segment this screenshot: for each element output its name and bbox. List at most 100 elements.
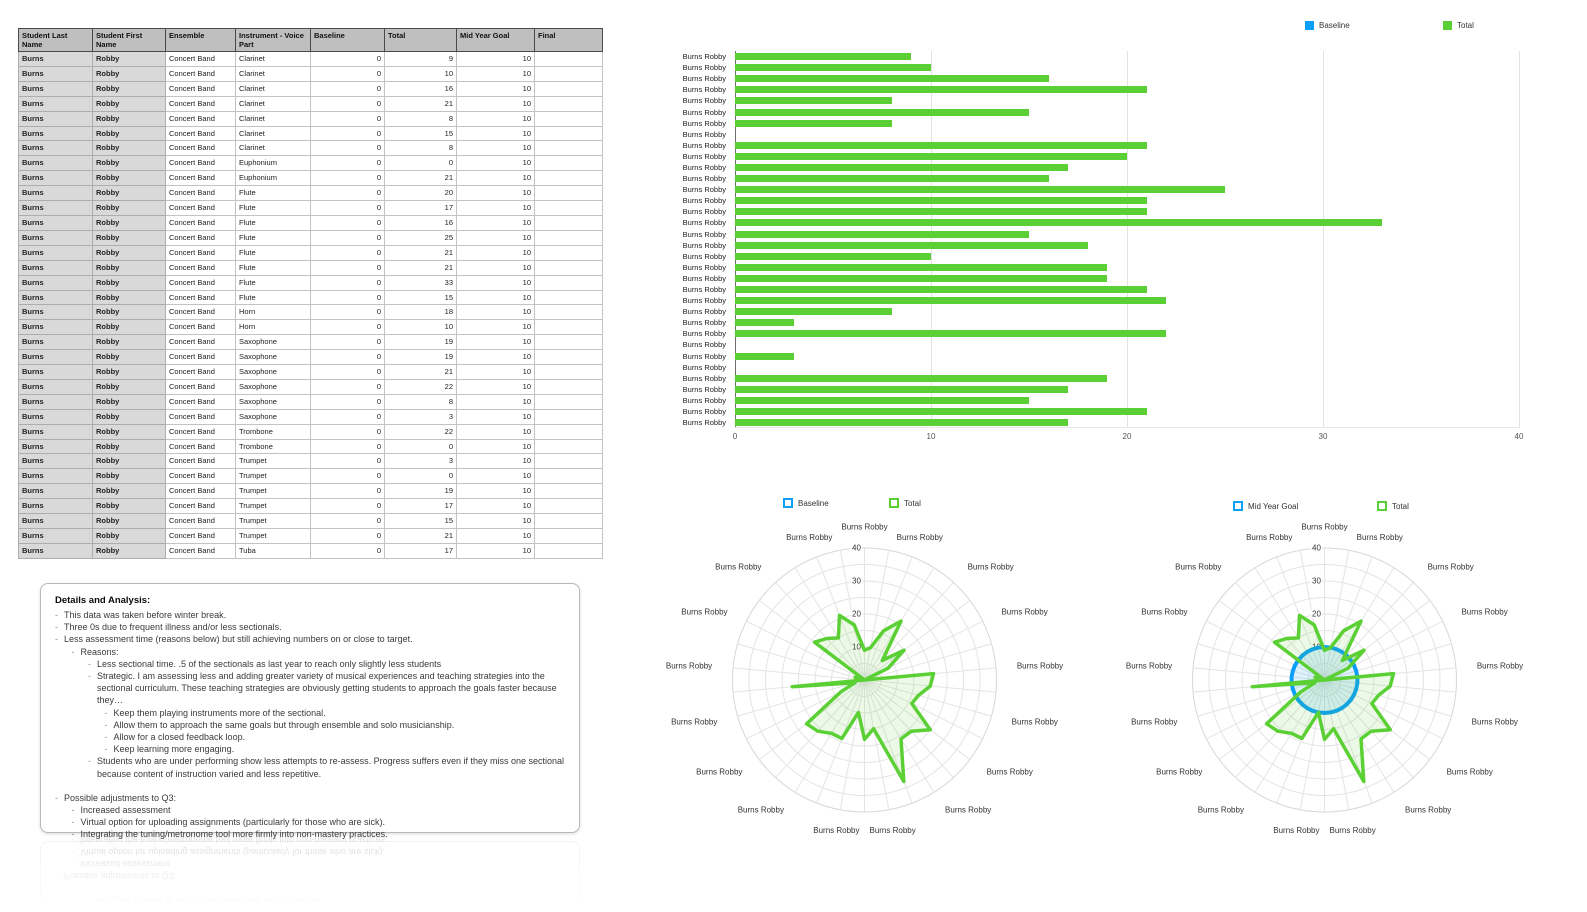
table-cell[interactable]: Robby (92, 244, 166, 261)
table-cell[interactable]: Concert Band (165, 51, 236, 67)
table-cell[interactable]: Robby (92, 140, 166, 157)
table-cell[interactable]: Concert Band (165, 528, 236, 544)
table-cell[interactable]: Burns (18, 468, 93, 485)
table-cell[interactable]: 19 (384, 349, 457, 366)
table-cell[interactable]: 15 (384, 289, 457, 306)
table-cell[interactable]: 10 (456, 468, 535, 485)
table-cell[interactable]: Concert Band (165, 542, 236, 559)
table-cell[interactable]: Burns (18, 185, 93, 202)
table-cell[interactable]: Clarinet (235, 125, 311, 142)
table-cell[interactable]: 10 (456, 95, 535, 112)
table-cell[interactable]: Concert Band (165, 453, 236, 470)
table-cell[interactable]: Concert Band (165, 468, 236, 485)
table-cell[interactable]: Robby (92, 334, 166, 351)
table-cell[interactable] (534, 542, 603, 559)
bar-chart[interactable]: Burns Robby Burns Robby Burns Robby Burns R… (660, 20, 1575, 450)
table-cell[interactable]: 0 (310, 185, 385, 202)
table-cell[interactable]: Concert Band (165, 319, 236, 336)
table-cell[interactable]: 0 (310, 110, 385, 127)
table-cell[interactable] (534, 214, 603, 231)
table-cell[interactable]: Burns (18, 51, 93, 67)
table-cell[interactable]: 10 (456, 244, 535, 261)
table-cell[interactable]: 10 (456, 423, 535, 440)
table-cell[interactable]: 10 (456, 125, 535, 142)
table-cell[interactable] (534, 378, 603, 395)
table-cell[interactable] (534, 110, 603, 127)
table-cell[interactable]: Flute (235, 229, 311, 246)
table-cell[interactable]: Clarinet (235, 80, 311, 97)
table-cell[interactable]: 10 (456, 319, 535, 336)
table-cell[interactable]: Flute (235, 185, 311, 202)
table-cell[interactable]: Concert Band (165, 155, 236, 172)
table-cell[interactable]: Saxophone (235, 408, 311, 425)
table-cell[interactable]: 10 (456, 80, 535, 97)
table-cell[interactable]: Burns (18, 453, 93, 470)
table-cell[interactable]: 0 (310, 259, 385, 276)
table-cell[interactable]: Trombone (235, 423, 311, 440)
table-cell[interactable] (534, 155, 603, 172)
table-cell[interactable]: 0 (384, 155, 457, 172)
table-cell[interactable]: Burns (18, 80, 93, 97)
table-cell[interactable]: Burns (18, 304, 93, 321)
table-cell[interactable]: 19 (384, 334, 457, 351)
table-cell[interactable]: Robby (92, 214, 166, 231)
table-cell[interactable] (534, 468, 603, 485)
table-cell[interactable] (534, 334, 603, 351)
table-cell[interactable]: 10 (456, 304, 535, 321)
table-cell[interactable]: Trumpet (235, 513, 311, 529)
table-cell[interactable]: Robby (92, 80, 166, 97)
table-cell[interactable]: Robby (92, 349, 166, 366)
table-cell[interactable]: Burns (18, 244, 93, 261)
table-cell[interactable]: 33 (384, 274, 457, 291)
table-cell[interactable]: Burns (18, 214, 93, 231)
table-cell[interactable]: 10 (456, 483, 535, 500)
table-cell[interactable]: Saxophone (235, 364, 311, 380)
table-cell[interactable] (534, 513, 603, 529)
table-cell[interactable]: Flute (235, 274, 311, 291)
table-cell[interactable] (534, 453, 603, 470)
table-cell[interactable]: 10 (456, 259, 535, 276)
table-cell[interactable]: 0 (310, 125, 385, 142)
table-cell[interactable]: 8 (384, 140, 457, 157)
table-cell[interactable]: Robby (92, 170, 166, 187)
table-cell[interactable]: 0 (310, 65, 385, 82)
table-cell[interactable]: Saxophone (235, 349, 311, 366)
table-cell[interactable]: Concert Band (165, 274, 236, 291)
table-cell[interactable]: 0 (310, 319, 385, 336)
table-cell[interactable]: Concert Band (165, 95, 236, 112)
table-cell[interactable]: 21 (384, 364, 457, 380)
table-cell[interactable]: 17 (384, 542, 457, 559)
table-cell[interactable]: Concert Band (165, 423, 236, 440)
table-cell[interactable]: Trumpet (235, 468, 311, 485)
table-cell[interactable]: 0 (310, 170, 385, 187)
table-cell[interactable]: Burns (18, 95, 93, 112)
table-cell[interactable]: 0 (310, 304, 385, 321)
table-cell[interactable]: Robby (92, 110, 166, 127)
table-cell[interactable]: 0 (310, 334, 385, 351)
table-cell[interactable]: 18 (384, 304, 457, 321)
table-cell[interactable]: 0 (310, 542, 385, 559)
table-cell[interactable]: Concert Band (165, 140, 236, 157)
column-header[interactable]: Student First Name (92, 28, 166, 52)
table-cell[interactable]: 10 (456, 65, 535, 82)
table-cell[interactable]: Flute (235, 259, 311, 276)
table-cell[interactable]: Concert Band (165, 304, 236, 321)
table-cell[interactable]: 0 (310, 214, 385, 231)
table-cell[interactable]: 0 (310, 498, 385, 515)
table-cell[interactable]: Horn (235, 319, 311, 336)
table-cell[interactable]: 17 (384, 498, 457, 515)
table-cell[interactable]: 0 (310, 393, 385, 410)
table-cell[interactable]: Burns (18, 378, 93, 395)
table-cell[interactable]: Concert Band (165, 289, 236, 306)
table-cell[interactable] (534, 349, 603, 366)
column-header[interactable]: Ensemble (165, 28, 236, 52)
table-cell[interactable]: 0 (310, 513, 385, 529)
table-cell[interactable]: Robby (92, 513, 166, 529)
table-cell[interactable]: 20 (384, 185, 457, 202)
table-cell[interactable]: 0 (310, 289, 385, 306)
table-cell[interactable]: Robby (92, 393, 166, 410)
table-cell[interactable] (534, 289, 603, 306)
table-cell[interactable]: 10 (456, 393, 535, 410)
table-cell[interactable] (534, 51, 603, 67)
table-cell[interactable]: 0 (310, 349, 385, 366)
